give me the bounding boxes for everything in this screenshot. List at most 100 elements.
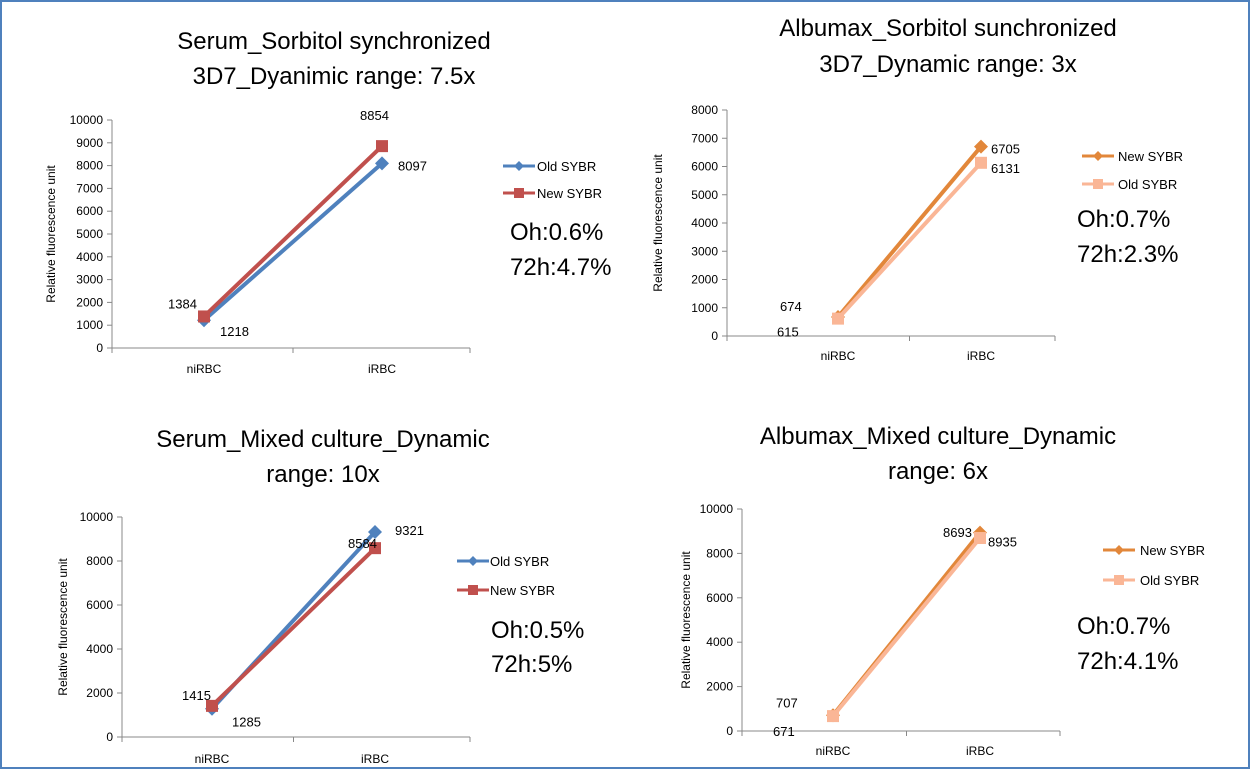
x-tick-label: niRBC: [187, 362, 222, 376]
series-line-1: [836, 145, 983, 319]
data-label: 671: [773, 724, 795, 739]
y-tick-label: 8000: [86, 554, 113, 568]
y-tick-label: 5000: [691, 188, 718, 202]
legend-label: New SYBR: [1118, 149, 1183, 164]
chart-note: Oh:0.7%: [1077, 206, 1170, 233]
chart-note: Oh:0.5%: [491, 617, 584, 644]
legend-label: New SYBR: [490, 583, 555, 598]
x-tick-label: iRBC: [966, 744, 994, 758]
y-axis-label: Relative fluorescence unit: [651, 154, 665, 292]
y-tick-label: 6000: [691, 160, 718, 174]
y-tick-label: 7000: [691, 131, 718, 145]
data-point-square: [832, 312, 844, 325]
chart-title-line: 3D7_Dynamic range: 3x: [819, 51, 1076, 78]
y-tick-label: 2000: [76, 295, 103, 309]
chart-note: 72h:4.7%: [510, 254, 611, 281]
data-point-square: [974, 532, 986, 545]
series-line-2: [831, 536, 982, 718]
y-tick-label: 2000: [691, 273, 718, 287]
legend-label: New SYBR: [537, 186, 602, 201]
data-label: 1384: [168, 296, 197, 311]
x-tick-label: niRBC: [821, 349, 856, 363]
data-label: 8854: [360, 108, 389, 123]
legend-marker-square: [1114, 575, 1124, 585]
legend-marker-square: [1093, 179, 1103, 189]
series-line-2: [210, 546, 377, 708]
chart-title-line: Albumax_Mixed culture_Dynamic: [760, 423, 1116, 450]
y-axis-label: Relative fluorescence unit: [44, 165, 58, 303]
data-point-diamond: [368, 524, 382, 539]
data-point-square: [206, 699, 218, 712]
legend-marker-square: [468, 585, 478, 595]
legend-marker-diamond: [468, 556, 478, 566]
y-tick-label: 0: [106, 730, 113, 744]
y-tick-label: 6000: [86, 598, 113, 612]
chart-1: Serum_Sorbitol synchronized 3D7_Dyanimic …: [44, 28, 611, 376]
chart-4: Albumax_Mixed culture_Dynamic range: 6x 0 2…: [679, 423, 1205, 758]
chart-title-line: Albumax_Sorbitol sunchronized: [779, 15, 1117, 42]
data-label: 1285: [232, 715, 261, 730]
series-line-1: [202, 161, 384, 322]
data-point-square: [975, 156, 987, 169]
y-tick-label: 4000: [76, 250, 103, 264]
y-tick-label: 3000: [691, 244, 718, 258]
y-tick-label: 4000: [706, 635, 733, 649]
chart-title-line: Serum_Sorbitol synchronized: [177, 28, 491, 55]
data-label: 674: [780, 299, 802, 314]
data-label: 8935: [988, 535, 1017, 550]
data-label: 8693: [943, 525, 972, 540]
data-point-square: [369, 542, 381, 555]
data-point-diamond: [974, 139, 988, 154]
y-axis-label: Relative fluorescence unit: [56, 558, 70, 696]
data-label: 8097: [398, 158, 427, 173]
data-label: 615: [777, 325, 799, 340]
series-line-2: [202, 144, 384, 318]
data-label: 707: [776, 695, 798, 710]
x-tick-label: niRBC: [816, 744, 851, 758]
y-tick-label: 1000: [76, 318, 103, 332]
y-axis-label: Relative fluorescence unit: [679, 551, 693, 689]
legend-marker-square: [514, 188, 524, 198]
legend-label: New SYBR: [1140, 543, 1205, 558]
data-point-diamond: [375, 156, 389, 171]
y-tick-label: 9000: [76, 136, 103, 150]
y-tick-label: 0: [711, 329, 718, 343]
y-tick-label: 8000: [706, 546, 733, 560]
data-point-square: [376, 140, 388, 153]
data-point-square: [198, 310, 210, 323]
data-label: 1415: [182, 688, 211, 703]
x-tick-label: iRBC: [368, 362, 396, 376]
chart-note: 72h:2.3%: [1077, 241, 1178, 268]
y-tick-label: 6000: [76, 204, 103, 218]
data-label: 8584: [348, 536, 377, 551]
data-label: 9321: [395, 523, 424, 538]
y-tick-label: 5000: [76, 227, 103, 241]
legend-label: Old SYBR: [490, 554, 549, 569]
chart-title-line: 3D7_Dyanimic range: 7.5x: [193, 63, 476, 90]
legend-label: Old SYBR: [1140, 573, 1199, 588]
x-tick-label: niRBC: [195, 752, 230, 766]
y-tick-label: 3000: [76, 273, 103, 287]
chart-note: 72h:5%: [491, 651, 572, 678]
y-tick-label: 2000: [706, 680, 733, 694]
y-tick-label: 8000: [691, 103, 718, 117]
chart-2: Albumax_Sorbitol sunchronized 3D7_Dynamic…: [651, 15, 1183, 363]
data-label: 6131: [991, 161, 1020, 176]
chart-3: Serum_Mixed culture_Dynamic range: 10x 0 20…: [56, 426, 584, 766]
y-tick-label: 10000: [700, 502, 734, 516]
y-tick-label: 8000: [76, 159, 103, 173]
y-tick-label: 2000: [86, 686, 113, 700]
legend-marker-diamond: [1093, 151, 1103, 161]
data-label: 1218: [220, 324, 249, 339]
series-line-2: [836, 161, 983, 320]
chart-title-line: range: 10x: [266, 461, 379, 488]
legend-label: Old SYBR: [1118, 177, 1177, 192]
y-tick-label: 4000: [86, 642, 113, 656]
chart-note: Oh:0.6%: [510, 219, 603, 246]
data-point-square: [827, 710, 839, 723]
y-tick-label: 10000: [70, 113, 104, 127]
chart-title-line: range: 6x: [888, 458, 988, 485]
x-tick-label: iRBC: [361, 752, 389, 766]
